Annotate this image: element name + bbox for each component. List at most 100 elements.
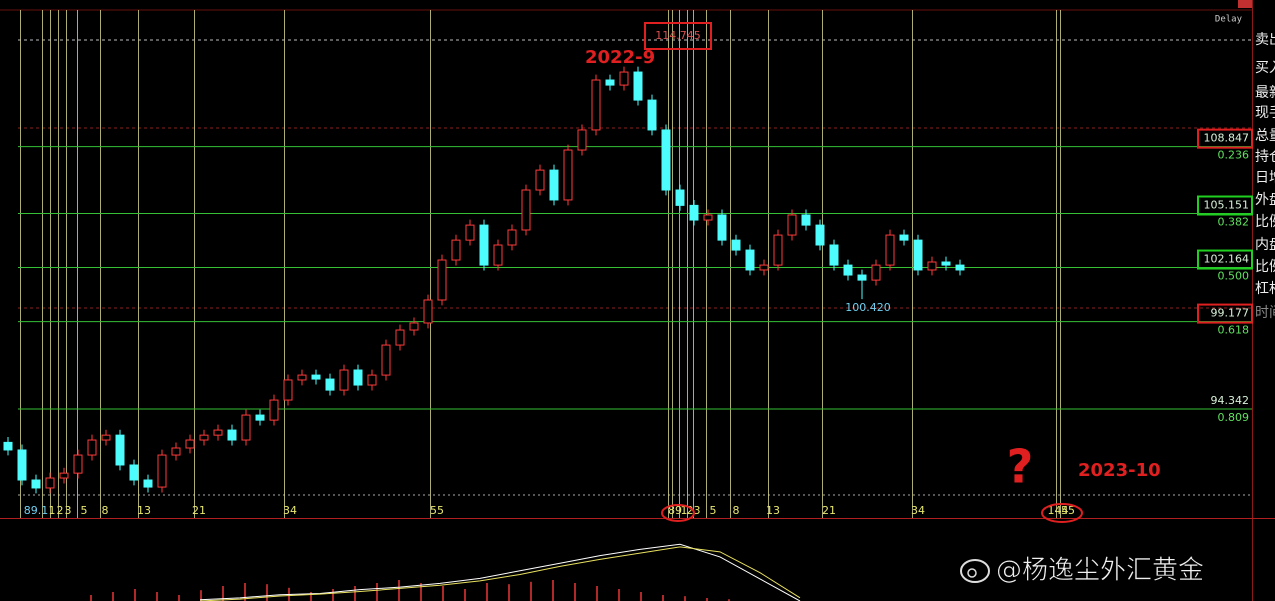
time-label: 1 (49, 504, 56, 517)
candle-body (815, 224, 825, 246)
histogram-bar (486, 583, 488, 601)
histogram-bar (222, 586, 224, 601)
candle-body (381, 344, 391, 376)
time-label: 1 (681, 504, 688, 517)
candle-body (675, 189, 685, 206)
candle-body (605, 79, 615, 86)
histogram-bar (200, 590, 202, 601)
candle-body (297, 374, 307, 381)
candle-body (409, 322, 419, 331)
histogram-bar (552, 580, 554, 601)
histogram-bar (398, 580, 400, 601)
candle-body (101, 434, 111, 441)
price-levels (18, 39, 1252, 410)
histogram-bar (420, 583, 422, 601)
side-label: 持仓 (1255, 149, 1275, 165)
high-label: 114.745 (655, 29, 701, 42)
candle-body (87, 439, 97, 456)
side-label: 时间 (1255, 305, 1275, 321)
time-label: 34 (283, 504, 297, 517)
candle-body (311, 374, 321, 380)
histogram-bar (596, 586, 598, 601)
side-label: 比例 (1255, 214, 1275, 230)
time-label: 5 (81, 504, 88, 517)
side-label: 现手 (1255, 105, 1275, 121)
level-box (1197, 128, 1253, 149)
histogram-bar (310, 592, 312, 601)
candle-body (3, 441, 13, 451)
candle-body (199, 434, 209, 441)
candle-body (451, 239, 461, 261)
candle-body (493, 244, 503, 266)
candle-body (661, 129, 671, 191)
time-label: 144 (1048, 504, 1069, 517)
histogram-bar (354, 586, 356, 601)
candle-body (479, 224, 489, 266)
candle-body (913, 239, 923, 271)
histogram-bar (244, 583, 246, 601)
time-label: 13 (137, 504, 151, 517)
side-label: 杠杆 (1255, 281, 1275, 297)
candle-body (31, 479, 41, 489)
annotation: 2022-9 (585, 47, 655, 68)
side-panel: 卖出买入最新现手总量持仓日增外盘比例内盘比例杠杆时间 (1255, 32, 1275, 321)
candle-body (535, 169, 545, 191)
candle-body (549, 169, 559, 201)
histogram-bar (90, 595, 92, 601)
candle-body (395, 329, 405, 346)
level-price: 105.151 (1204, 199, 1250, 212)
candle-body (283, 379, 293, 401)
candle-body (745, 249, 755, 271)
candle-body (787, 214, 797, 236)
candle-body (647, 99, 657, 131)
candle-body (829, 244, 839, 266)
level-ratio: 0.618 (1218, 324, 1250, 337)
candle-body (171, 447, 181, 456)
level-box (1197, 303, 1253, 324)
candle-body (521, 189, 531, 231)
indicator-line (199, 543, 801, 601)
watermark-logo (960, 559, 990, 583)
side-label: 内盘 (1255, 236, 1275, 253)
candle-body (465, 224, 475, 241)
candle-body (157, 454, 167, 488)
annotation: ? (1007, 440, 1034, 494)
histogram-bar (728, 599, 730, 601)
highlight-ellipse (1041, 503, 1083, 523)
candle-body (143, 479, 153, 488)
candle-body (59, 472, 69, 479)
indicator-panel (90, 543, 801, 601)
low-label: 100.420 (845, 301, 891, 314)
candle-body (213, 429, 223, 436)
candle-body (437, 259, 447, 301)
histogram-bar (134, 589, 136, 601)
histogram-bar (640, 592, 642, 601)
indicator-line (199, 546, 801, 601)
corner-tag (1238, 0, 1252, 8)
time-label: 3 (694, 504, 701, 517)
time-label: 8 (733, 504, 740, 517)
watermark: @杨逸尘外汇黄金 (996, 556, 1204, 586)
candle-body (871, 264, 881, 281)
candle-body (227, 429, 237, 441)
histogram-bar (618, 589, 620, 601)
candle-body (73, 454, 83, 474)
time-label: 2 (57, 504, 64, 517)
candles (3, 66, 965, 494)
candle-body (507, 229, 517, 246)
histogram-bar (464, 589, 466, 601)
level-ratio: 0.236 (1218, 149, 1250, 162)
time-label: 13 (766, 504, 780, 517)
candle-body (255, 414, 265, 421)
candle-body (927, 261, 937, 271)
candle-body (759, 264, 769, 271)
histogram-bar (662, 595, 664, 601)
candle-body (339, 369, 349, 391)
candle-body (717, 214, 727, 241)
candle-body (619, 71, 629, 86)
candle-body (857, 274, 867, 281)
candle-body (941, 261, 951, 266)
histogram-bar (112, 592, 114, 601)
time-label: 34 (911, 504, 925, 517)
candle-body (423, 299, 433, 324)
